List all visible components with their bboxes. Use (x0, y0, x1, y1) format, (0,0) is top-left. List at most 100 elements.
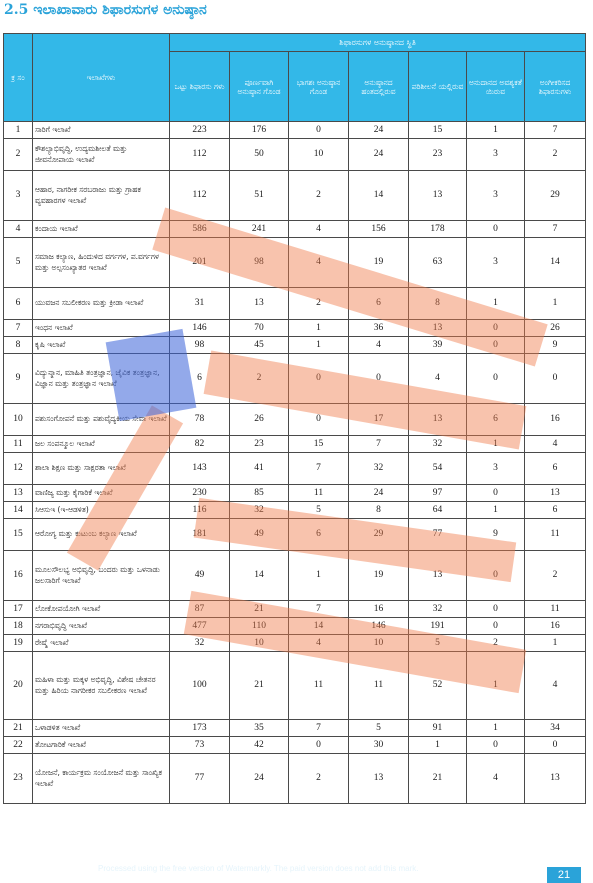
cell-department: ಪಶುಸಂಗೋಪನೆ ಮತ್ತು ಪಶುವೈದ್ಯಕೀಯ ಸೇವಾ ಇಲಾಖೆ (32, 403, 170, 436)
header-serial: ಕ್ರ ಸಂ (3, 33, 33, 122)
cell-serial: 1 (3, 121, 33, 139)
cell-value: 13 (408, 550, 467, 601)
cell-value: 2 (466, 634, 525, 652)
cell-value: 173 (169, 719, 230, 737)
cell-value: 1 (466, 719, 525, 737)
cell-department: ಸಮಾಜ ಕಲ್ಯಾಣ, ಹಿಂದುಳಿದ ವರ್ಗಗಳ, ಪ.ವರ್ಗಗಳ ಮ… (32, 237, 170, 288)
cell-value: 6 (169, 353, 230, 404)
cell-value: 21 (408, 753, 467, 804)
cell-value: 0 (466, 353, 525, 404)
cell-value: 64 (408, 501, 467, 519)
table-row: 20 ಮಹಿಳಾ ಮತ್ತು ಮಕ್ಕಳ ಅಭಿವೃದ್ಧಿ, ವಿಶೇಷ ಚೇತ… (3, 651, 587, 720)
cell-serial: 6 (3, 287, 33, 320)
cell-value: 1 (288, 319, 349, 337)
cell-value: 50 (229, 138, 289, 171)
cell-value: 49 (229, 518, 289, 551)
table-row: 6 ಯುವಜನ ಸಬಲೀಕರಣ ಮತ್ತು ಕ್ರೀಡಾ ಇಲಾಖೆ 31 13 2 6 8… (3, 287, 587, 320)
cell-value: 11 (348, 651, 409, 720)
cell-serial: 17 (3, 600, 33, 618)
cell-department: ವಾಣಿಜ್ಯ ಮತ್ತು ಕೈಗಾರಿಕೆ ಇಲಾಖೆ (32, 484, 170, 502)
cell-value: 5 (348, 719, 409, 737)
cell-value: 49 (169, 550, 230, 601)
cell-department: ನಗರಾಭಿವೃದ್ಧಿ ಇಲಾಖೆ (32, 617, 170, 635)
cell-value: 11 (288, 651, 349, 720)
cell-value: 87 (169, 600, 230, 618)
cell-department: ರೇಷ್ಮೆ ಇಲಾಖೆ (32, 634, 170, 652)
table-row: 10 ಪಶುಸಂಗೋಪನೆ ಮತ್ತು ಪಶುವೈದ್ಯಕೀಯ ಸೇವಾ ಇಲಾಖ… (3, 403, 587, 436)
cell-value: 0 (523, 736, 587, 754)
cell-value: 0 (288, 403, 349, 436)
cell-value: 21 (229, 600, 289, 618)
cell-department: ತೋಟಗಾರಿಕೆ ಇಲಾಖೆ (32, 736, 170, 754)
cell-value: 82 (169, 435, 230, 453)
cell-value: 191 (408, 617, 467, 635)
cell-value: 3 (466, 138, 525, 171)
section-heading: 2.5 ಇಲಾಖಾವಾರು ಶಿಫಾರಸುಗಳ ಅನುಷ್ಠಾನ (4, 2, 207, 18)
cell-value: 5 (408, 634, 467, 652)
cell-serial: 8 (3, 336, 33, 354)
cell-value: 13 (408, 403, 467, 436)
cell-value: 0 (523, 353, 587, 404)
cell-value: 23 (408, 138, 467, 171)
cell-department: ಯುವಜನ ಸಬಲೀಕರಣ ಮತ್ತು ಕ್ರೀಡಾ ಇಲಾಖೆ (32, 287, 170, 320)
header-partially-implemented: ಭಾಗಶಃ ಅನುಷ್ಠಾನ ಗೊಂಡ (288, 51, 349, 122)
table-row: 7 ಇಂಧನ ಇಲಾಖೆ 146 70 1 36 13 0 26 (3, 319, 587, 337)
cell-value: 19 (348, 550, 409, 601)
cell-value: 4 (288, 237, 349, 288)
cell-value: 1 (466, 121, 525, 139)
cell-value: 0 (348, 353, 409, 404)
header-status-group: ಶಿಫಾರಸುಗಳ ಅನುಷ್ಠಾನದ ಸ್ಥಿತಿ (168, 33, 587, 52)
cell-value: 13 (408, 170, 467, 221)
cell-value: 4 (288, 220, 349, 238)
cell-value: 1 (466, 287, 525, 320)
cell-serial: 21 (3, 719, 33, 737)
cell-value: 7 (288, 452, 349, 485)
cell-serial: 3 (3, 170, 33, 221)
cell-value: 78 (169, 403, 230, 436)
cell-value: 54 (408, 452, 467, 485)
cell-value: 241 (229, 220, 289, 238)
cell-serial: 4 (3, 220, 33, 238)
cell-value: 32 (229, 501, 289, 519)
header-in-progress: ಅನುಷ್ಠಾನದ ಹಂತದಲ್ಲಿರುವ (348, 51, 409, 122)
cell-serial: 7 (3, 319, 33, 337)
cell-value: 70 (229, 319, 289, 337)
cell-value: 85 (229, 484, 289, 502)
cell-value: 176 (229, 121, 289, 139)
header-total: ಒಟ್ಟು ಶಿಫಾರಸು ಗಳು (169, 51, 230, 122)
cell-value: 32 (408, 600, 467, 618)
cell-value: 4 (408, 353, 467, 404)
cell-value: 230 (169, 484, 230, 502)
cell-value: 3 (466, 452, 525, 485)
cell-value: 0 (288, 736, 349, 754)
cell-value: 9 (523, 336, 587, 354)
table-row: 3 ಆಹಾರ, ನಾಗರೀಕ ಸರಬರಾಜು ಮತ್ತು ಗ್ರಾಹಕ ವ್ಯವಹ… (3, 170, 587, 221)
cell-value: 91 (408, 719, 467, 737)
cell-value: 586 (169, 220, 230, 238)
table-row: 2 ಕೌಶಲ್ಯಾಭಿವೃದ್ಧಿ, ಉದ್ಯಮಶೀಲತೆ ಮತ್ತು ಜೀವನೋ… (3, 138, 587, 171)
cell-value: 7 (288, 719, 349, 737)
cell-value: 8 (348, 501, 409, 519)
cell-value: 31 (169, 287, 230, 320)
cell-value: 98 (169, 336, 230, 354)
cell-serial: 15 (3, 518, 33, 551)
cell-value: 0 (466, 336, 525, 354)
cell-value: 146 (169, 319, 230, 337)
cell-value: 2 (288, 753, 349, 804)
cell-value: 26 (229, 403, 289, 436)
cell-serial: 19 (3, 634, 33, 652)
cell-department: ಜಲ ಸಂಪನ್ಮೂಲ ಇಲಾಖೆ (32, 435, 170, 453)
cell-value: 0 (288, 121, 349, 139)
cell-value: 24 (348, 121, 409, 139)
cell-value: 1 (466, 435, 525, 453)
cell-department: ಕಂದಾಯ ಇಲಾಖೆ (32, 220, 170, 238)
cell-value: 13 (408, 319, 467, 337)
cell-value: 110 (229, 617, 289, 635)
cell-value: 2 (523, 550, 587, 601)
header-not-accepted: ಅಂಗೀಕರಿಸದ ಶಿಫಾರಸುಗಳು (523, 51, 587, 122)
cell-value: 32 (169, 634, 230, 652)
cell-value: 4 (466, 753, 525, 804)
cell-value: 26 (523, 319, 587, 337)
cell-value: 1 (523, 287, 587, 320)
cell-value: 13 (523, 753, 587, 804)
